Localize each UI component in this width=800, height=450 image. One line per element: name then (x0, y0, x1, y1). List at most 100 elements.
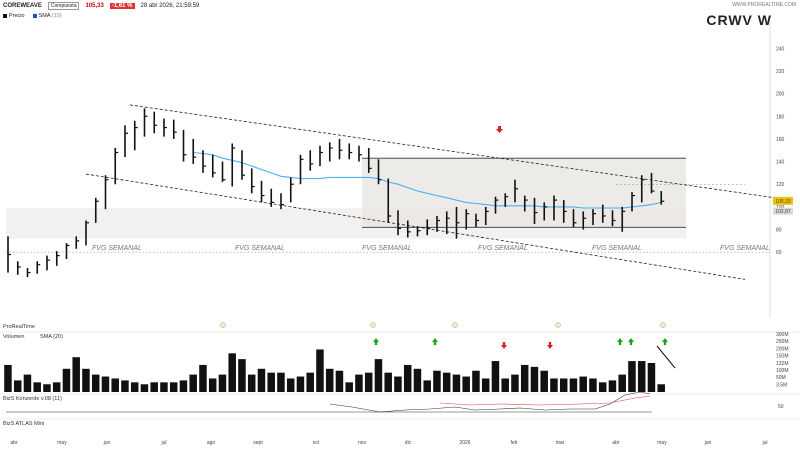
volume-bar (413, 368, 422, 392)
volume-bar (160, 382, 168, 392)
volume-trend-line (656, 345, 676, 369)
panel3-title: BizS Konzerde v.08 (11) (3, 396, 62, 402)
volume-bar (335, 370, 344, 392)
legend-sma[interactable]: SMA (10) (32, 13, 62, 19)
ticker-watermark: CRWV W (706, 12, 772, 28)
volume-bar (540, 370, 548, 392)
level-price-tag (773, 207, 793, 215)
fvg-label: FVG SEMANAL (720, 245, 770, 252)
panel4-title: BizS ATLAS Mini (3, 421, 44, 427)
volume-bar (550, 378, 558, 392)
volume-tick-label: 132M (776, 361, 789, 367)
volume-bar (33, 382, 41, 392)
x-tick-label: abr (612, 440, 620, 446)
exchange-badge: Compuesta (47, 1, 80, 10)
datetime: 28 abr 2026, 21:59:59 (140, 2, 200, 9)
volume-bar (130, 382, 139, 392)
y-tick-label: 60 (776, 250, 782, 256)
volume-bar (62, 368, 71, 392)
x-tick-label: oct (313, 440, 320, 446)
x-tick-label: jun (103, 440, 111, 446)
volume-bar (82, 368, 90, 392)
up-arrow-icon (617, 338, 623, 345)
volume-tick-label: 250M (776, 339, 789, 345)
last-price-tag (773, 196, 793, 205)
volume-bar (462, 376, 470, 392)
volume-bar (296, 376, 305, 392)
volume-bar (208, 378, 217, 392)
x-tick-label: 2026 (459, 440, 470, 446)
volume-tick-label: 50M (776, 375, 786, 381)
sma-line (193, 151, 662, 209)
volume-bar (43, 384, 51, 392)
fvg-label: FVG SEMANAL (235, 245, 285, 252)
volume-bar (355, 374, 363, 392)
volume-bar (111, 378, 119, 392)
volume-bar (267, 372, 275, 392)
volume-bar (316, 349, 324, 392)
volume-bar (286, 378, 295, 392)
volume-bar (433, 370, 441, 392)
volume-bar (394, 376, 402, 392)
channel-upper-line (129, 104, 776, 199)
last-price-tag-label: 105,33 (775, 199, 791, 205)
volume-bar (345, 382, 353, 392)
legend-price[interactable]: Precio (3, 13, 25, 19)
event-marker-icon (220, 322, 226, 328)
volume-bar (238, 359, 246, 392)
volume-tick-label: 100M (776, 368, 789, 374)
x-tick-label: mar (556, 440, 565, 446)
volume-bar (442, 372, 451, 392)
volume-bar (589, 378, 597, 392)
symbol-name[interactable]: COREWEAVE (3, 2, 42, 9)
level-price-tag-label: 102,87 (775, 209, 791, 215)
volume-bar (608, 380, 617, 392)
volume-bar (579, 376, 587, 392)
volume-bar (374, 359, 383, 392)
up-arrow-icon (628, 338, 634, 345)
volume-bar (569, 378, 578, 392)
volume-bar (423, 380, 431, 392)
event-marker-icon (370, 322, 376, 328)
volume-bar (218, 374, 227, 392)
volume-bar (364, 372, 373, 392)
y-tick-label: 120 (776, 182, 785, 188)
fvg-label: FVG SEMANAL (478, 245, 528, 252)
event-marker-icon (452, 322, 458, 328)
change-badge: -1,61 % (109, 2, 135, 9)
volume-bar (325, 368, 334, 392)
x-tick-label: may (657, 440, 667, 446)
x-tick-label: feb (511, 440, 518, 446)
up-arrow-icon (662, 338, 668, 345)
x-tick-label: jul (761, 440, 767, 446)
volume-tick-label: 150M (776, 354, 789, 360)
volume-tick-label: 200M (776, 346, 789, 352)
chart-legend: Precio SMA (10) (3, 13, 62, 19)
up-arrow-icon (373, 338, 379, 345)
y-tick-label: 80 (776, 228, 782, 234)
volume-sma-label: SMA (20) (40, 334, 63, 340)
volume-bar (452, 374, 461, 392)
realtime-label: ProRealTime (3, 324, 35, 330)
consolidation-box (362, 158, 686, 228)
y-tick-label: 140 (776, 160, 785, 166)
volume-bar (559, 378, 568, 392)
last-price: 105,33 (85, 2, 104, 9)
down-arrow-icon (547, 342, 553, 349)
volume-bar (23, 374, 32, 392)
volume-bar (169, 382, 178, 392)
brand-url: WWW.PROREALTIME.COM (732, 2, 796, 8)
volume-bar (637, 361, 646, 392)
event-marker-icon (660, 322, 666, 328)
y-tick-label: 160 (776, 137, 785, 143)
volume-bar (121, 380, 129, 392)
volume-bar (140, 384, 149, 392)
volume-bar (403, 364, 412, 392)
x-tick-label: sept (253, 440, 263, 446)
fvg-label: FVG SEMANAL (92, 245, 142, 252)
x-tick-label: nov (358, 440, 367, 446)
y-tick-label: 180 (776, 114, 785, 120)
volume-bar (520, 364, 529, 392)
volume-bar (199, 364, 207, 392)
